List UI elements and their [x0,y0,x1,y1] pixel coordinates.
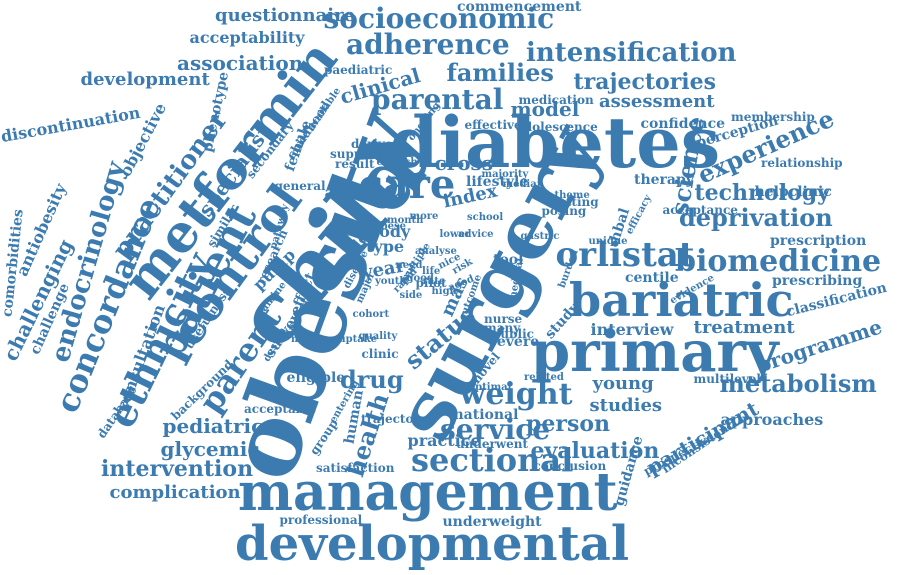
word-young: young [593,375,654,393]
word-interview: interview [591,322,674,338]
word-helpclinic: helpclinic [755,185,832,199]
word-developmental: developmental [235,520,629,568]
word-underweight: underweight [443,515,542,529]
word-paediatric: paediatric [324,64,392,76]
word-median: median [503,180,544,190]
word-trajectories: trajectories [574,71,717,93]
word-confidence: confidence [641,117,726,131]
word-theme: theme [555,191,590,201]
word-professional: professional [280,514,363,526]
word-cohort: cohort [353,310,390,320]
word-membership: membership [731,111,815,123]
word-quality: quality [359,332,398,342]
word-prescription: prescription [770,234,866,248]
word-studies: studies [590,397,663,415]
word-commencement: commencement [457,0,581,14]
word-approaches: approaches [721,412,824,428]
word-treatment: treatment [694,319,795,337]
word-glycemic: glycemic [161,439,260,459]
word-eligible: eligible [287,371,346,385]
word-obese: obese [374,222,406,232]
word-gastric: gastric [521,232,560,242]
word-growth: growth [336,184,383,196]
word-trajectory: trajectory [361,413,427,425]
word-national: national [454,408,519,422]
word-related: related [524,373,564,383]
word-complication: complication [110,484,241,502]
word-factor: factor [324,226,364,238]
word-lower: lower [440,230,471,240]
word-conclusion: conclusion [534,460,607,472]
word-nurse: nurse [484,313,522,325]
word-multilevel: multilevel [694,373,761,385]
word-prescribing: prescribing [772,274,862,288]
word-adolescence: adolescence [516,121,598,133]
word-type: type [366,239,404,255]
word-intervention: intervention [101,458,253,480]
word-centile: centile [625,271,679,285]
word-acceptability: acceptability [190,30,305,46]
word-posing: posing [542,205,587,217]
word-optimal: optimal [469,383,512,393]
word-relationship: relationship [761,157,843,169]
word-english: english [377,158,418,168]
word-satisfaction: satisfaction [316,462,394,474]
word-side: side [400,291,423,301]
word-adherence: adherence [346,31,510,59]
word-public: public [492,328,534,340]
word-general: general [275,180,326,192]
word-high: high [432,287,457,297]
word-youth: youth [375,277,407,287]
word-intensification: intensification [526,40,736,66]
word-questionnaire: questionnaire [215,7,355,25]
word-effective: effective [465,119,522,131]
word-person: person [526,413,610,435]
word-acceptable: acceptable [244,403,316,415]
word-clinic: clinic [362,348,399,360]
word-assessment: assessment [599,93,715,111]
word-development: development [81,71,210,89]
word-derived: derived [351,138,401,150]
word-medication: medication [519,94,594,106]
word-therapy: therapy [634,173,694,187]
word-discontinuation: discontinuation [0,105,142,145]
word-families: families [447,61,554,85]
word-unique: unique [589,237,628,247]
word-school: school [467,213,503,223]
word-acceptance: acceptance [663,204,738,216]
word-need: need [396,261,423,271]
word-underwent: underwent [456,438,528,450]
